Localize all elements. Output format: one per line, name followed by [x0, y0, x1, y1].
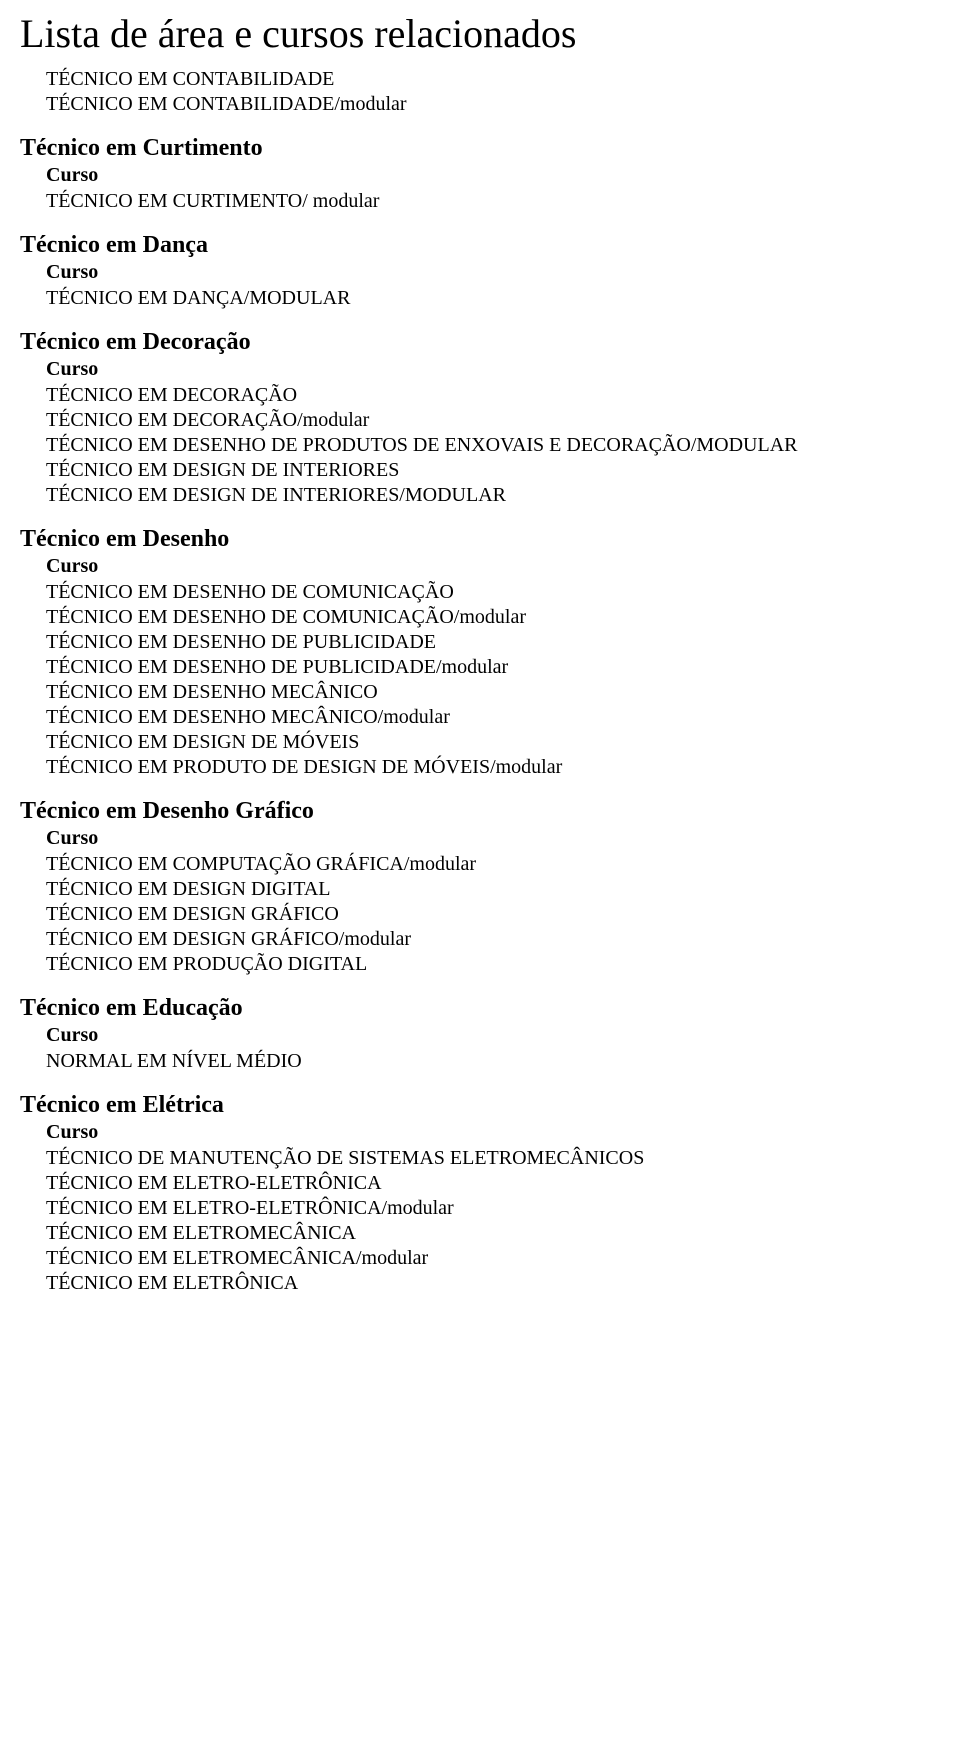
section: Técnico em Desenho GráficoCursoTÉCNICO E…: [20, 798, 940, 977]
section: Técnico em DecoraçãoCursoTÉCNICO EM DECO…: [20, 329, 940, 508]
list-item: TÉCNICO EM PRODUTO DE DESIGN DE MÓVEIS/m…: [46, 755, 940, 780]
list-item: TÉCNICO EM DESIGN DE INTERIORES/MODULAR: [46, 483, 940, 508]
list-item: TÉCNICO EM DESENHO DE PRODUTOS DE ENXOVA…: [46, 433, 940, 458]
section-title: Técnico em Desenho Gráfico: [20, 798, 940, 825]
section: Técnico em DançaCursoTÉCNICO EM DANÇA/MO…: [20, 232, 940, 311]
section-title: Técnico em Educação: [20, 995, 940, 1022]
list-item: TÉCNICO EM ELETRO-ELETRÔNICA/modular: [46, 1196, 940, 1221]
list-item: TÉCNICO EM CONTABILIDADE/modular: [46, 92, 940, 117]
list-item: TÉCNICO EM ELETRO-ELETRÔNICA: [46, 1171, 940, 1196]
list-item: TÉCNICO EM DESENHO DE COMUNICAÇÃO: [46, 580, 940, 605]
section-body: CursoTÉCNICO EM COMPUTAÇÃO GRÁFICA/modul…: [46, 827, 940, 977]
curso-label: Curso: [46, 358, 940, 381]
section: Técnico em DesenhoCursoTÉCNICO EM DESENH…: [20, 526, 940, 780]
list-item: TÉCNICO EM DESENHO MECÂNICO/modular: [46, 705, 940, 730]
list-item: TÉCNICO EM DESIGN GRÁFICO: [46, 902, 940, 927]
list-item: TÉCNICO EM DESENHO DE COMUNICAÇÃO/modula…: [46, 605, 940, 630]
list-item: TÉCNICO EM DESENHO DE PUBLICIDADE: [46, 630, 940, 655]
curso-label: Curso: [46, 1024, 940, 1047]
list-item: TÉCNICO EM DECORAÇÃO: [46, 383, 940, 408]
section-body: CursoNORMAL EM NÍVEL MÉDIO: [46, 1024, 940, 1074]
section-body: CursoTÉCNICO EM DECORAÇÃOTÉCNICO EM DECO…: [46, 358, 940, 508]
list-item: TÉCNICO EM DANÇA/MODULAR: [46, 286, 940, 311]
list-item: TÉCNICO EM ELETRÔNICA: [46, 1271, 940, 1296]
section-body: CursoTÉCNICO EM CURTIMENTO/ modular: [46, 164, 940, 214]
section: Técnico em CurtimentoCursoTÉCNICO EM CUR…: [20, 135, 940, 214]
section-body: CursoTÉCNICO DE MANUTENÇÃO DE SISTEMAS E…: [46, 1121, 940, 1296]
curso-label: Curso: [46, 164, 940, 187]
section-title: Técnico em Dança: [20, 232, 940, 259]
list-item: TÉCNICO EM DESIGN DIGITAL: [46, 877, 940, 902]
list-item: TÉCNICO EM CONTABILIDADE: [46, 67, 940, 92]
page-title: Lista de área e cursos relacionados: [20, 10, 940, 57]
section-body: CursoTÉCNICO EM DESENHO DE COMUNICAÇÃOTÉ…: [46, 555, 940, 780]
list-item: TÉCNICO EM PRODUÇÃO DIGITAL: [46, 952, 940, 977]
list-item: TÉCNICO EM DESIGN DE MÓVEIS: [46, 730, 940, 755]
list-item: TÉCNICO EM ELETROMECÂNICA: [46, 1221, 940, 1246]
curso-label: Curso: [46, 1121, 940, 1144]
list-item: TÉCNICO EM DESIGN DE INTERIORES: [46, 458, 940, 483]
curso-label: Curso: [46, 555, 940, 578]
section-title: Técnico em Desenho: [20, 526, 940, 553]
top-items-block: TÉCNICO EM CONTABILIDADETÉCNICO EM CONTA…: [46, 67, 940, 117]
list-item: TÉCNICO DE MANUTENÇÃO DE SISTEMAS ELETRO…: [46, 1146, 940, 1171]
list-item: TÉCNICO EM COMPUTAÇÃO GRÁFICA/modular: [46, 852, 940, 877]
curso-label: Curso: [46, 261, 940, 284]
section-title: Técnico em Curtimento: [20, 135, 940, 162]
curso-label: Curso: [46, 827, 940, 850]
list-item: TÉCNICO EM ELETROMECÂNICA/modular: [46, 1246, 940, 1271]
list-item: TÉCNICO EM CURTIMENTO/ modular: [46, 189, 940, 214]
list-item: TÉCNICO EM DESENHO MECÂNICO: [46, 680, 940, 705]
list-item: TÉCNICO EM DESIGN GRÁFICO/modular: [46, 927, 940, 952]
section: Técnico em EducaçãoCursoNORMAL EM NÍVEL …: [20, 995, 940, 1074]
section-title: Técnico em Elétrica: [20, 1092, 940, 1119]
section: Técnico em ElétricaCursoTÉCNICO DE MANUT…: [20, 1092, 940, 1296]
list-item: TÉCNICO EM DECORAÇÃO/modular: [46, 408, 940, 433]
list-item: TÉCNICO EM DESENHO DE PUBLICIDADE/modula…: [46, 655, 940, 680]
section-body: CursoTÉCNICO EM DANÇA/MODULAR: [46, 261, 940, 311]
section-title: Técnico em Decoração: [20, 329, 940, 356]
list-item: NORMAL EM NÍVEL MÉDIO: [46, 1049, 940, 1074]
